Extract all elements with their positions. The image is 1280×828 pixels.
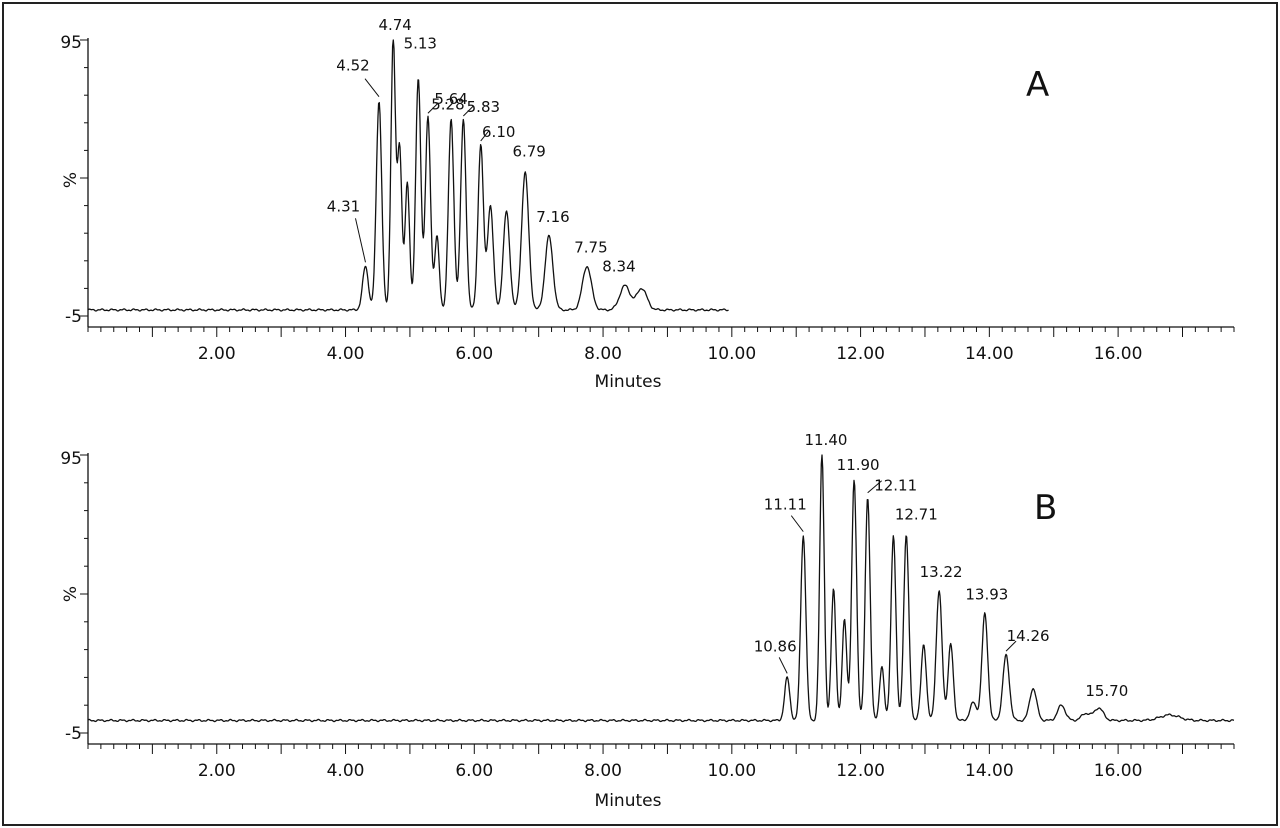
panel-b-peak-leader (1005, 640, 1017, 652)
panel-b-peak-leader (778, 657, 788, 674)
panel-b-peak-label: 12.71 (895, 506, 938, 524)
panel-a-x-tick-label: 16.00 (1094, 344, 1143, 364)
panel-b-peak-label: 11.40 (804, 431, 847, 449)
panel-a-peak-label: 5.64 (434, 90, 467, 108)
panel-b-peak-label: 13.93 (965, 585, 1008, 603)
panel-a-peak-label: 6.79 (512, 142, 545, 160)
panel-a-x-tick-label: 14.00 (965, 344, 1014, 364)
panel-a-peak-label: 4.31 (327, 197, 360, 215)
panel-a-x-tick-label: 12.00 (836, 344, 885, 364)
panel-a-peak-label: 4.74 (378, 16, 411, 34)
panel-a-peak-label: 8.34 (602, 258, 635, 276)
panel-a-letter: A (1026, 65, 1049, 105)
panel-b-peak-leader (867, 480, 882, 494)
panel-b-x-tick-label: 12.00 (836, 761, 885, 781)
panel-b-x-axis-title: Minutes (595, 791, 662, 811)
panel-b-peak-label: 13.22 (920, 563, 963, 581)
panel-b-letter: B (1034, 488, 1057, 528)
panel-a: 95 % -5 Minutes A 2.00 4.00 6.00 8.00 10.00 1… (60, 16, 1235, 392)
panel-a-peak-leader (427, 102, 439, 114)
panel-a-x-tick-label: 10.00 (707, 344, 756, 364)
panel-a-peak-leader (480, 130, 490, 142)
panel-a-peak-label: 6.10 (482, 123, 515, 141)
panel-a-x-axis-title: Minutes (595, 372, 662, 392)
panel-b-trace (87, 454, 1235, 723)
panel-b: 95 % -5 Minutes B 2.00 4.00 6.00 8.00 10.00 1… (60, 431, 1235, 811)
panel-b-peak-leader (790, 515, 804, 532)
panel-a-peak-label: 7.16 (536, 208, 569, 226)
panel-b-x-tick-label: 14.00 (965, 761, 1014, 781)
panel-b-x-tick-label: 4.00 (327, 761, 365, 781)
panel-a-peak-leader (462, 105, 474, 117)
panel-a-y-axis-title: % (61, 172, 81, 188)
panel-a-peak-label: 5.83 (467, 98, 500, 116)
panel-b-peak-label: 14.26 (1007, 627, 1050, 645)
panel-b-peak-label: 12.11 (874, 477, 917, 495)
panel-b-peak-label: 15.70 (1085, 682, 1128, 700)
panel-a-x-tick-label: 2.00 (198, 344, 236, 364)
panel-b-x-tick-label: 6.00 (455, 761, 493, 781)
panel-a-peak-label: 5.13 (404, 35, 437, 53)
panel-a-peak-leader (364, 78, 380, 98)
panel-b-y-tick-top: 95 (60, 449, 82, 469)
panel-b-peak-label: 10.86 (754, 637, 797, 655)
panel-a-peak-label: 5.28 (431, 95, 464, 113)
panel-b-x-tick-label: 2.00 (198, 761, 236, 781)
panel-a-x-tick-label: 8.00 (584, 344, 622, 364)
panel-a-x-tick-label: 6.00 (455, 344, 493, 364)
panel-b-x-tick-label: 10.00 (707, 761, 756, 781)
panel-b-y-axis-title: % (61, 586, 81, 602)
panel-a-peak-label: 4.52 (336, 57, 369, 75)
panel-a-y-tick-top: 95 (60, 33, 82, 53)
panel-b-x-tick-label: 16.00 (1094, 761, 1143, 781)
panel-a-y-tick-bottom: -5 (65, 307, 82, 327)
panel-a-peak-label: 7.75 (574, 238, 607, 256)
panel-b-x-tick-label: 8.00 (584, 761, 622, 781)
panel-b-peak-label: 11.90 (837, 456, 880, 474)
panel-a-peak-leader (354, 218, 366, 263)
panel-b-peak-label: 11.11 (764, 496, 807, 514)
panel-a-trace (87, 39, 729, 312)
panel-a-x-tick-label: 4.00 (327, 344, 365, 364)
panel-b-y-tick-bottom: -5 (65, 724, 82, 744)
